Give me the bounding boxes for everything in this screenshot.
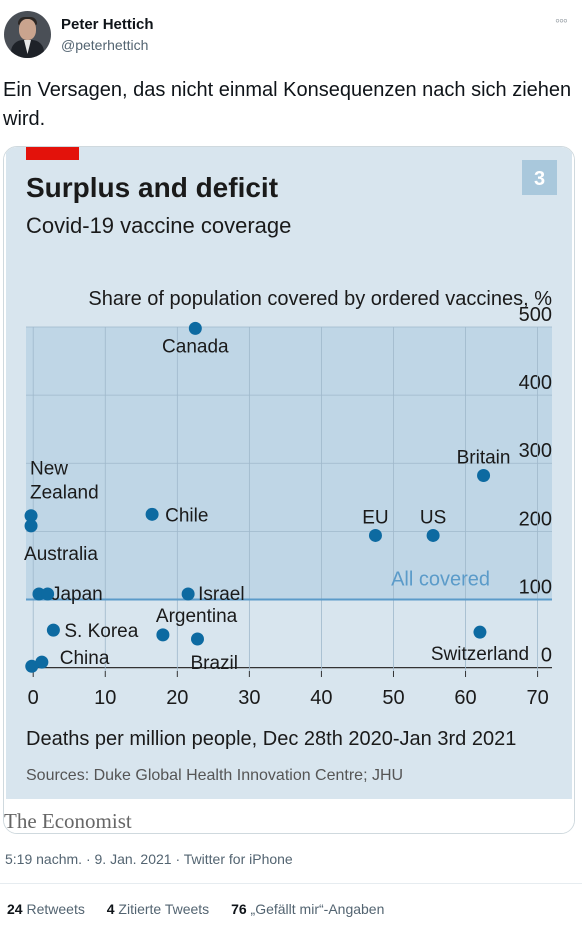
divider bbox=[0, 883, 582, 884]
data-point bbox=[35, 655, 49, 669]
data-point bbox=[426, 528, 440, 542]
tweet-text: Ein Versagen, das nicht einmal Konsequen… bbox=[3, 79, 572, 130]
tweet-meta: 5:19 nachm. · 9. Jan. 2021 · Twitter for… bbox=[5, 851, 293, 867]
avatar-shirt bbox=[24, 40, 31, 54]
meta-separator: · bbox=[85, 851, 95, 867]
data-label: New bbox=[30, 459, 68, 480]
data-label: Japan bbox=[51, 584, 103, 605]
chart-badge: 3 bbox=[534, 168, 545, 190]
x-tick-label: 40 bbox=[310, 687, 332, 709]
quotes-stat[interactable]: 4 Zitierte Tweets bbox=[106, 901, 210, 917]
ellipsis-icon[interactable]: ◦◦◦ bbox=[555, 12, 568, 28]
data-point bbox=[190, 632, 204, 646]
tweet-stats: 24 Retweets 4 Zitierte Tweets 76 „Gefäll… bbox=[7, 901, 402, 917]
data-point bbox=[156, 628, 170, 642]
data-point bbox=[368, 528, 382, 542]
plot-area: 0 100 200 300 400 500 0 10 20 30 40 50 60 70 All cover… bbox=[24, 304, 552, 709]
chart-source: Sources: Duke Global Health Innovation C… bbox=[26, 767, 403, 784]
data-label: Argentina bbox=[156, 606, 238, 627]
user-handle[interactable]: @peterhettich bbox=[61, 37, 149, 53]
likes-stat[interactable]: 76 „Gefällt mir“-Angaben bbox=[231, 901, 385, 917]
x-tick-label: 50 bbox=[382, 687, 404, 709]
tweet-source[interactable]: Twitter for iPhone bbox=[183, 851, 293, 867]
chart-badge-box bbox=[522, 160, 557, 195]
y-tick-label: 100 bbox=[519, 576, 552, 598]
data-point bbox=[24, 519, 38, 533]
avatar[interactable] bbox=[4, 11, 51, 58]
data-label: Switzerland bbox=[431, 644, 529, 665]
data-point bbox=[145, 507, 159, 521]
data-label: Israel bbox=[198, 584, 244, 605]
y-tick-label: 200 bbox=[519, 508, 552, 530]
data-label: Chile bbox=[165, 505, 208, 526]
user-name[interactable]: Peter Hettich bbox=[61, 16, 154, 33]
x-tick-label: 20 bbox=[166, 687, 188, 709]
chart-subtitle: Covid-19 vaccine coverage bbox=[26, 213, 291, 238]
y-tick-label: 0 bbox=[541, 645, 552, 667]
tweet-time[interactable]: 5:19 nachm. bbox=[5, 851, 83, 867]
accent-bar bbox=[26, 147, 79, 160]
chart: Surplus and deficit Covid-19 vaccine cov… bbox=[4, 147, 574, 833]
media-card[interactable]: Surplus and deficit Covid-19 vaccine cov… bbox=[3, 146, 575, 834]
x-axis-label: Deaths per million people, Dec 28th 2020… bbox=[26, 728, 516, 750]
data-label: Brazil bbox=[190, 653, 238, 674]
data-point bbox=[46, 623, 60, 637]
data-point bbox=[181, 587, 195, 601]
avatar-face bbox=[19, 19, 36, 40]
x-tick-label: 60 bbox=[454, 687, 476, 709]
y-tick-label: 300 bbox=[519, 440, 552, 462]
data-label: Zealand bbox=[30, 483, 99, 504]
x-tick-label: 0 bbox=[28, 687, 39, 709]
retweets-stat[interactable]: 24 Retweets bbox=[7, 901, 85, 917]
chart-title: Surplus and deficit bbox=[26, 172, 278, 203]
meta-separator: · bbox=[175, 851, 184, 867]
y-tick-label: 400 bbox=[519, 372, 552, 394]
data-point bbox=[477, 468, 491, 482]
data-label: Canada bbox=[162, 336, 229, 357]
x-tick-label: 30 bbox=[238, 687, 260, 709]
y-axis-label: Share of population covered by ordered v… bbox=[88, 288, 552, 310]
data-label: US bbox=[420, 507, 446, 528]
chart-brand: The Economist bbox=[4, 809, 132, 833]
x-tick-label: 10 bbox=[94, 687, 116, 709]
data-label: Australia bbox=[24, 544, 98, 565]
data-label: S. Korea bbox=[64, 621, 138, 642]
x-tick-label: 70 bbox=[526, 687, 548, 709]
data-point bbox=[25, 659, 39, 673]
data-label: Britain bbox=[457, 447, 511, 468]
data-point bbox=[24, 509, 38, 523]
tweet-date[interactable]: 9. Jan. 2021 bbox=[94, 851, 172, 867]
data-point bbox=[188, 321, 202, 335]
data-label: China bbox=[60, 648, 110, 669]
data-point bbox=[41, 587, 55, 601]
y-tick-label: 500 bbox=[519, 304, 552, 326]
data-point bbox=[473, 625, 487, 639]
data-label: EU bbox=[362, 507, 388, 528]
reference-line-label: All covered bbox=[391, 568, 490, 590]
